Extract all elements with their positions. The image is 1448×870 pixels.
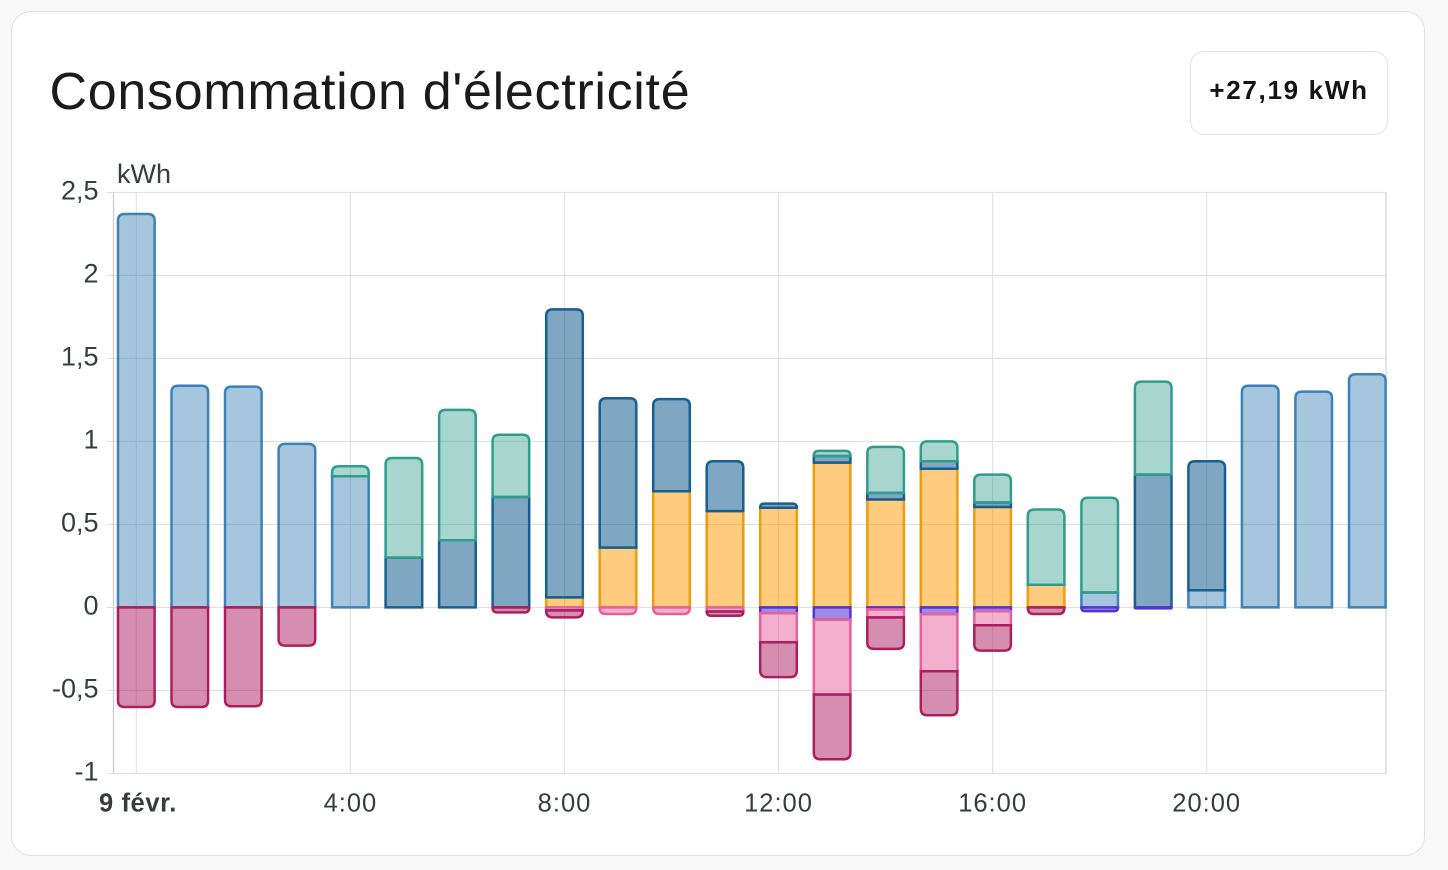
svg-text:9 févr.: 9 févr. xyxy=(99,790,177,818)
svg-text:-1: -1 xyxy=(74,757,98,787)
svg-text:2: 2 xyxy=(83,259,98,289)
svg-text:-0,5: -0,5 xyxy=(52,674,99,704)
svg-text:8:00: 8:00 xyxy=(538,790,592,818)
svg-text:4:00: 4:00 xyxy=(324,790,378,818)
svg-text:20:00: 20:00 xyxy=(1172,790,1241,818)
svg-text:12:00: 12:00 xyxy=(744,790,813,818)
svg-text:0,5: 0,5 xyxy=(61,508,99,538)
svg-text:kWh: kWh xyxy=(117,159,171,189)
svg-text:2,5: 2,5 xyxy=(61,176,99,206)
svg-text:1: 1 xyxy=(83,425,98,455)
svg-text:16:00: 16:00 xyxy=(958,790,1027,818)
svg-text:1,5: 1,5 xyxy=(61,342,99,372)
svg-text:0: 0 xyxy=(83,591,98,621)
